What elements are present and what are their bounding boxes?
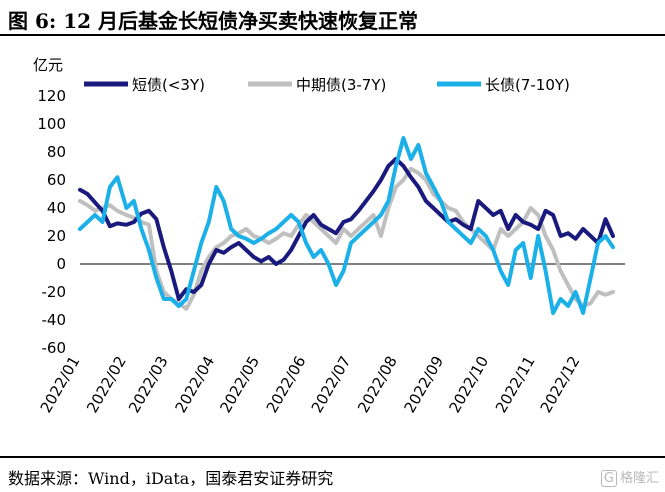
y-axis-unit-label: 亿元 bbox=[33, 56, 63, 74]
x-tick-label: 2022/03 bbox=[125, 353, 172, 416]
legend-item-long: 长债(7-10Y) bbox=[437, 76, 570, 94]
legend-label: 长债(7-10Y) bbox=[485, 76, 570, 94]
x-tick-label: 2022/01 bbox=[37, 353, 84, 416]
legend: 短债(<3Y) 中期债(3-7Y) 长债(7-10Y) bbox=[84, 76, 570, 94]
series-layer bbox=[78, 136, 615, 315]
legend-item-mid: 中期债(3-7Y) bbox=[248, 76, 386, 94]
short-bond-series-line bbox=[78, 157, 615, 301]
figure-header: 图 6: 12 月后基金长短债净买卖快速恢复正常 bbox=[0, 0, 665, 36]
legend-label: 短债(<3Y) bbox=[132, 76, 205, 94]
y-tick-label: -60 bbox=[42, 339, 67, 357]
y-tick-label: 0 bbox=[56, 255, 66, 273]
y-tick-label: 60 bbox=[47, 171, 66, 189]
y-tick-label: -20 bbox=[42, 283, 67, 301]
x-tick-label: 2022/09 bbox=[401, 353, 448, 416]
x-tick-label: 2022/12 bbox=[537, 353, 584, 416]
x-tick-label: 2022/06 bbox=[263, 353, 310, 416]
y-tick-label: 20 bbox=[47, 227, 66, 245]
x-tick-label: 2022/07 bbox=[308, 353, 355, 416]
figure-source: 数据来源：Wind，iData，国泰君安证券研究 bbox=[8, 469, 334, 488]
legend-label: 中期债(3-7Y) bbox=[296, 76, 386, 94]
y-tick-label: 80 bbox=[47, 143, 66, 161]
y-tick-label: 120 bbox=[37, 87, 66, 105]
figure-title: 图 6: 12 月后基金长短债净买卖快速恢复正常 bbox=[8, 9, 419, 33]
x-tick-label: 2022/10 bbox=[445, 353, 492, 416]
x-tick-label: 2022/04 bbox=[171, 353, 218, 416]
watermark-logo-icon: G bbox=[600, 470, 617, 487]
x-tick-label: 2022/05 bbox=[216, 353, 263, 416]
y-axis: 亿元 -60 -40 -20 0 20 40 60 80 100 120 bbox=[33, 56, 66, 357]
x-tick-label: 2022/11 bbox=[492, 353, 539, 416]
x-tick-label: 2022/02 bbox=[83, 353, 130, 416]
x-tick-label: 2022/08 bbox=[354, 353, 401, 416]
y-tick-label: 40 bbox=[47, 199, 66, 217]
figure-footer: 数据来源：Wind，iData，国泰君安证券研究 G 格隆汇 bbox=[0, 456, 665, 492]
watermark: G 格隆汇 bbox=[600, 467, 659, 487]
y-tick-label: -40 bbox=[42, 311, 67, 329]
legend-item-short: 短债(<3Y) bbox=[84, 76, 205, 94]
y-tick-label: 100 bbox=[37, 115, 66, 133]
watermark-text: 格隆汇 bbox=[619, 471, 659, 486]
long-bond-series-line bbox=[78, 136, 615, 315]
